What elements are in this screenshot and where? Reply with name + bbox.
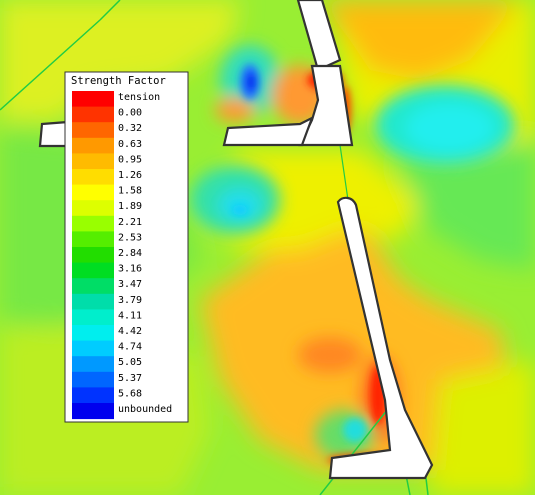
excavations — [38, 0, 434, 480]
legend-label: 2.53 — [118, 232, 142, 243]
field-cyan-small — [232, 205, 248, 215]
legend-swatch — [72, 247, 114, 264]
legend-label: 5.37 — [118, 373, 142, 384]
legend-label: 0.00 — [118, 108, 142, 119]
legend-swatch — [72, 137, 114, 154]
legend-swatch — [72, 184, 114, 201]
legend-label: 4.11 — [118, 310, 142, 321]
legend-title: Strength Factor — [71, 75, 166, 87]
field-orange-upper2 — [215, 98, 255, 122]
legend-label: 2.21 — [118, 217, 142, 228]
legend-swatch — [72, 122, 114, 139]
legend-swatch — [72, 200, 114, 217]
legend-swatch — [72, 325, 114, 342]
legend-swatch — [72, 169, 114, 186]
legend-swatch — [72, 309, 114, 326]
legend-label: 1.58 — [118, 186, 142, 197]
excavation-top-shaft — [296, 0, 342, 72]
legend-swatch — [72, 340, 114, 357]
legend-label: 3.79 — [118, 295, 142, 306]
legend-swatch — [72, 91, 114, 108]
excavation-far-left-drift — [38, 120, 70, 148]
field-cyan-lower — [343, 418, 367, 442]
legend-label: 5.05 — [118, 357, 142, 368]
excavation-upper-left-drift — [222, 115, 314, 147]
legend-swatch — [72, 231, 114, 248]
legend-label: 5.68 — [118, 388, 142, 399]
legend: Strength Factor tension 0.00 0.32 0.63 0.95 1… — [64, 71, 189, 423]
legend-swatch — [72, 153, 114, 170]
legend-labels: tension 0.00 0.32 0.63 0.95 1.26 1.58 1.89 2.21 2… — [118, 92, 172, 415]
field-cyan-right-core — [405, 103, 495, 153]
field-top-orange — [320, 0, 520, 80]
legend-swatch — [72, 293, 114, 310]
legend-label: 0.32 — [118, 123, 142, 134]
legend-label: 3.16 — [118, 264, 142, 275]
legend-label: 1.26 — [118, 170, 142, 181]
legend-label: 0.63 — [118, 139, 142, 150]
excavation-lower-shaft — [328, 196, 434, 480]
legend-label: 0.95 — [118, 154, 142, 165]
legend-swatch — [72, 371, 114, 388]
legend-label: 4.74 — [118, 342, 142, 353]
field-orange-lower — [298, 337, 362, 373]
legend-label: unbounded — [118, 404, 172, 415]
legend-swatch — [72, 403, 114, 420]
legend-swatch — [72, 356, 114, 373]
legend-swatch — [72, 215, 114, 232]
legend-label: 3.47 — [118, 279, 142, 290]
legend-label: 2.84 — [118, 248, 142, 259]
legend-label: 1.89 — [118, 201, 142, 212]
legend-swatches — [72, 91, 114, 420]
legend-swatch — [72, 106, 114, 123]
legend-label: 4.42 — [118, 326, 142, 337]
legend-swatch — [72, 262, 114, 279]
field-right-green — [400, 140, 535, 270]
legend-swatch — [72, 278, 114, 295]
field-lower-orange — [200, 200, 510, 470]
legend-swatch — [72, 387, 114, 404]
field-blue-top-core — [246, 72, 256, 92]
field-upper-left-yellow — [0, 0, 240, 120]
field-bottom-right — [430, 360, 535, 495]
legend-label: tension — [118, 92, 160, 103]
